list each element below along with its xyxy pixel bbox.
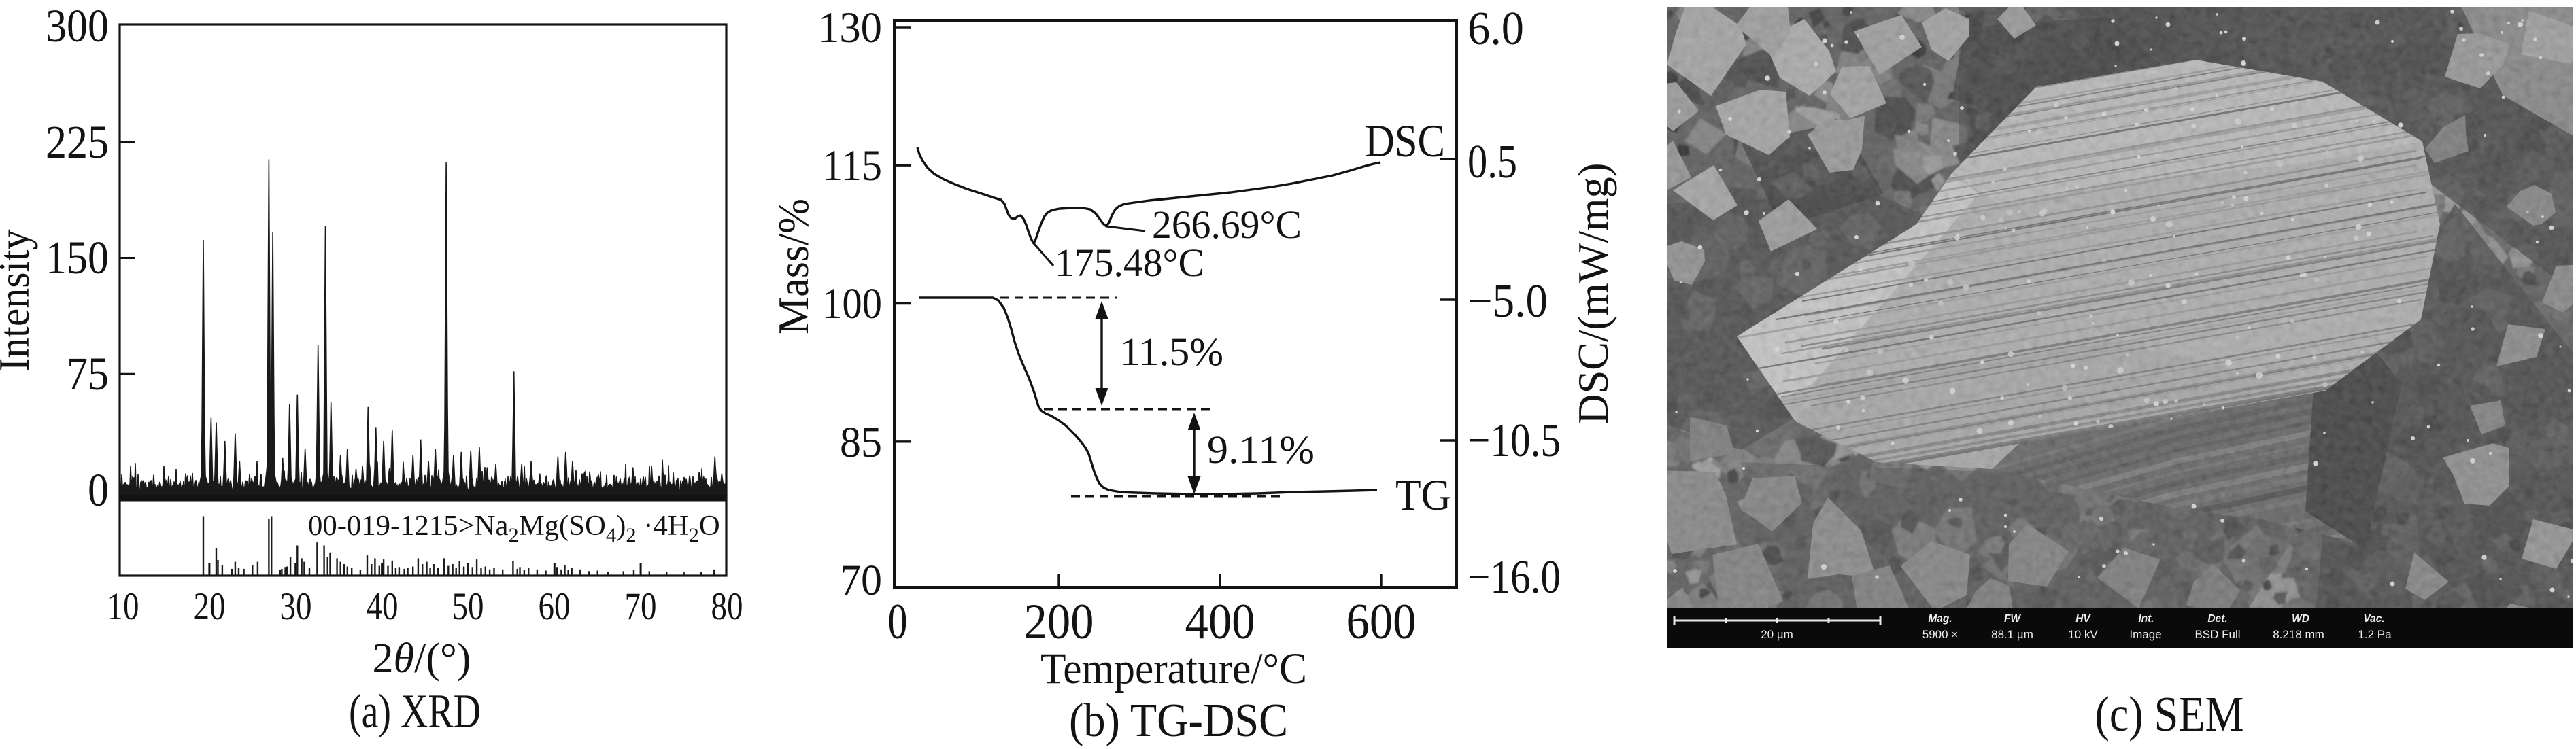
svg-text:WD: WD bbox=[2292, 613, 2309, 625]
svg-text:2θ/(°): 2θ/(°) bbox=[373, 635, 471, 682]
svg-text:TG: TG bbox=[1395, 471, 1451, 520]
svg-text:Intensity: Intensity bbox=[0, 230, 38, 372]
svg-text:−5.0: −5.0 bbox=[1468, 275, 1548, 328]
svg-text:10 kV: 10 kV bbox=[2068, 628, 2098, 641]
svg-text:150: 150 bbox=[46, 232, 109, 283]
svg-text:DSC/(mW/mg): DSC/(mW/mg) bbox=[1569, 163, 1617, 425]
svg-text:HV: HV bbox=[2075, 613, 2091, 625]
svg-text:70: 70 bbox=[840, 556, 882, 605]
svg-text:Det.: Det. bbox=[2207, 613, 2227, 625]
svg-text:(a) XRD: (a) XRD bbox=[349, 685, 481, 738]
svg-text:75: 75 bbox=[67, 348, 109, 400]
svg-text:6.0: 6.0 bbox=[1468, 3, 1524, 55]
svg-text:400: 400 bbox=[1185, 594, 1255, 650]
svg-text:88.1 µm: 88.1 µm bbox=[1991, 628, 2033, 641]
svg-text:BSD Full: BSD Full bbox=[2194, 628, 2240, 641]
svg-text:(c) SEM: (c) SEM bbox=[2095, 686, 2244, 742]
svg-text:20: 20 bbox=[194, 585, 226, 628]
svg-text:Image: Image bbox=[2129, 628, 2161, 641]
svg-text:Mag.: Mag. bbox=[1928, 613, 1952, 625]
svg-text:130: 130 bbox=[818, 3, 882, 52]
svg-text:10: 10 bbox=[107, 585, 139, 628]
svg-text:0: 0 bbox=[88, 464, 109, 516]
svg-text:225: 225 bbox=[46, 116, 109, 168]
svg-text:−10.5: −10.5 bbox=[1468, 415, 1561, 467]
svg-text:Int.: Int. bbox=[2138, 613, 2154, 625]
svg-text:00-019-1215>Na2Mg(SO4)2 ·4H2O: 00-019-1215>Na2Mg(SO4)2 ·4H2O bbox=[308, 510, 720, 546]
svg-text:0.5: 0.5 bbox=[1468, 136, 1517, 188]
svg-text:85: 85 bbox=[840, 418, 882, 467]
svg-text:5900 ×: 5900 × bbox=[1922, 628, 1958, 641]
svg-text:8.218 mm: 8.218 mm bbox=[2273, 628, 2324, 641]
svg-text:50: 50 bbox=[452, 585, 484, 628]
svg-text:0: 0 bbox=[888, 594, 908, 650]
svg-text:DSC: DSC bbox=[1365, 115, 1445, 167]
svg-text:60: 60 bbox=[539, 585, 571, 628]
svg-text:20 µm: 20 µm bbox=[1761, 628, 1793, 641]
svg-text:266.69°C: 266.69°C bbox=[1152, 203, 1302, 247]
svg-text:30: 30 bbox=[280, 585, 312, 628]
svg-text:600: 600 bbox=[1346, 594, 1417, 650]
svg-text:(b) TG-DSC: (b) TG-DSC bbox=[1069, 695, 1288, 747]
svg-text:1.2 Pa: 1.2 Pa bbox=[2358, 628, 2392, 641]
svg-text:200: 200 bbox=[1024, 594, 1094, 650]
svg-text:300: 300 bbox=[46, 0, 109, 52]
svg-text:FW: FW bbox=[2004, 613, 2021, 625]
svg-text:Temperature/°C: Temperature/°C bbox=[1040, 644, 1307, 693]
svg-text:70: 70 bbox=[625, 585, 657, 628]
svg-text:175.48°C: 175.48°C bbox=[1055, 241, 1204, 285]
svg-text:9.11%: 9.11% bbox=[1207, 428, 1315, 472]
svg-text:11.5%: 11.5% bbox=[1120, 330, 1223, 374]
svg-text:Mass/%: Mass/% bbox=[769, 198, 817, 334]
svg-text:−16.0: −16.0 bbox=[1468, 551, 1561, 604]
svg-text:40: 40 bbox=[367, 585, 399, 628]
svg-text:100: 100 bbox=[822, 279, 882, 328]
svg-text:Vac.: Vac. bbox=[2363, 613, 2384, 625]
svg-text:115: 115 bbox=[822, 141, 882, 190]
svg-text:80: 80 bbox=[711, 585, 743, 628]
